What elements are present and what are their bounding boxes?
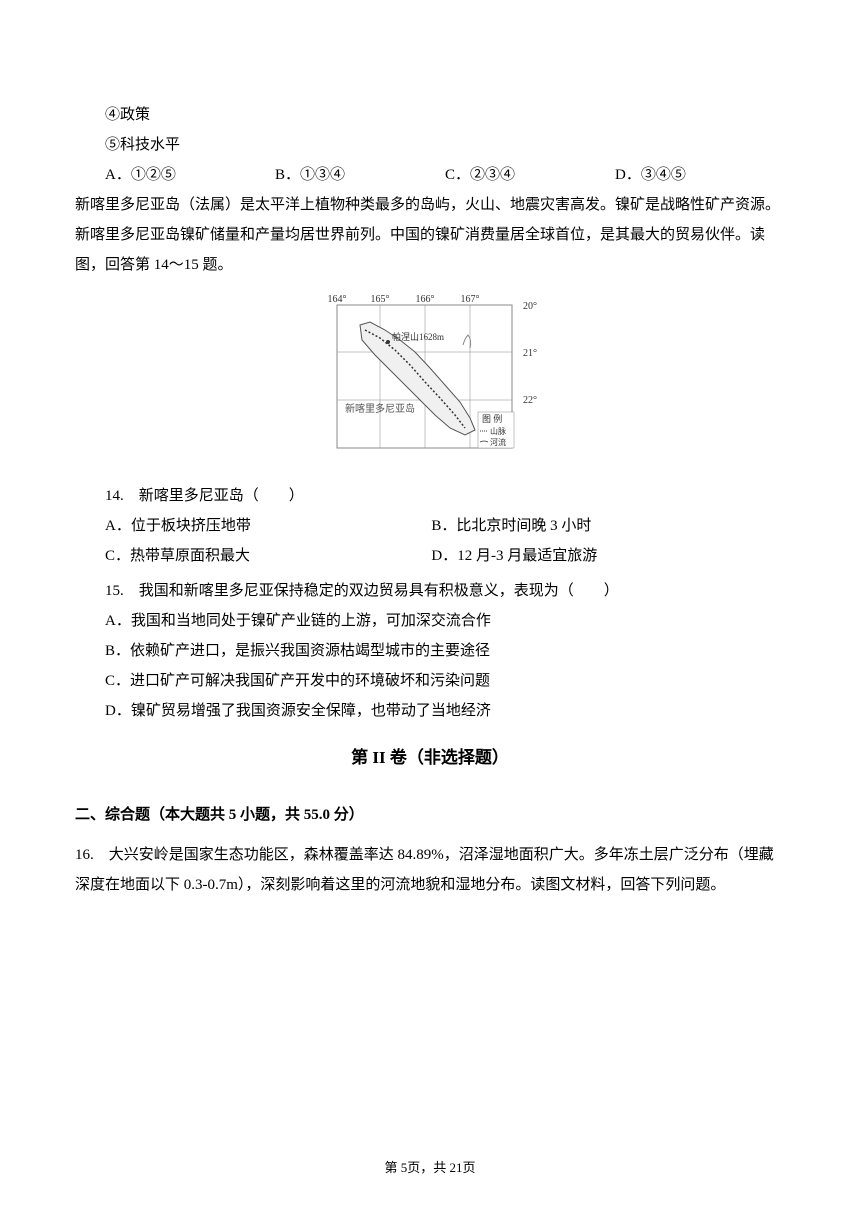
- legend-mountain: 山脉: [490, 426, 506, 436]
- q14-stem: 14. 新喀里多尼亚岛（ ）: [105, 481, 785, 511]
- q15-stem: 15. 我国和新喀里多尼亚保持稳定的双边贸易具有积极意义，表现为（ ）: [105, 576, 785, 606]
- q14-options-row1: A．位于板块挤压地带 B．比北京时间晚 3 小时: [105, 511, 785, 541]
- legend-title: 图 例: [482, 413, 502, 424]
- option-13-b: B．①③④: [275, 160, 445, 190]
- island-label: 新喀里多尼亚岛: [345, 402, 415, 415]
- options-row-13: A．①②⑤ B．①③④ C．②③④ D．③④⑤: [105, 160, 785, 190]
- q15-option-c: C．进口矿产可解决我国矿产开发中的环境破坏和污染问题: [105, 666, 785, 696]
- lat-20: 20°: [523, 301, 537, 312]
- lon-164: 164°: [328, 294, 347, 305]
- intro-item-5: ⑤科技水平: [75, 130, 785, 160]
- q14-option-d: D．12 月-3 月最适宜旅游: [431, 541, 757, 571]
- q14-option-c: C．热带草原面积最大: [105, 541, 431, 571]
- passage-text: 新喀里多尼亚岛（法属）是太平洋上植物种类最多的岛屿，火山、地震灾害高发。镍矿是战…: [75, 190, 785, 280]
- peak-label: 帕涅山1628m: [392, 331, 444, 342]
- legend-river: 河流: [490, 437, 506, 447]
- subsection-title: 二、综合题（本大题共 5 小题，共 55.0 分）: [75, 800, 785, 830]
- option-13-d: D．③④⑤: [615, 160, 785, 190]
- option-13-a: A．①②⑤: [105, 160, 275, 190]
- map-container: 164° 165° 166° 167° 20° 21° 22° 帕涅山1628m…: [75, 290, 785, 471]
- q15-option-d: D．镍矿贸易增强了我国资源安全保障，也带动了当地经济: [105, 696, 785, 726]
- lon-166: 166°: [416, 294, 435, 305]
- lat-21: 21°: [523, 348, 537, 359]
- q16-text: 16. 大兴安岭是国家生态功能区，森林覆盖率达 84.89%，沼泽湿地面积广大。…: [75, 840, 785, 900]
- q15-option-a: A．我国和当地同处于镍矿产业链的上游，可加深交流合作: [105, 606, 785, 636]
- lon-167: 167°: [461, 294, 480, 305]
- q14-option-b: B．比北京时间晚 3 小时: [431, 511, 757, 541]
- lon-165: 165°: [371, 294, 390, 305]
- intro-item-4: ④政策: [75, 100, 785, 130]
- q15-option-b: B．依赖矿产进口，是振兴我国资源枯竭型城市的主要途径: [105, 636, 785, 666]
- section-2-title: 第 II 卷（非选择题）: [75, 741, 785, 775]
- q14-option-a: A．位于板块挤压地带: [105, 511, 431, 541]
- option-13-c: C．②③④: [445, 160, 615, 190]
- lat-22: 22°: [523, 395, 537, 406]
- page-footer: 第 5页，共 21页: [0, 1155, 860, 1181]
- q14-options-row2: C．热带草原面积最大 D．12 月-3 月最适宜旅游: [105, 541, 785, 571]
- map-svg: 164° 165° 166° 167° 20° 21° 22° 帕涅山1628m…: [310, 290, 550, 460]
